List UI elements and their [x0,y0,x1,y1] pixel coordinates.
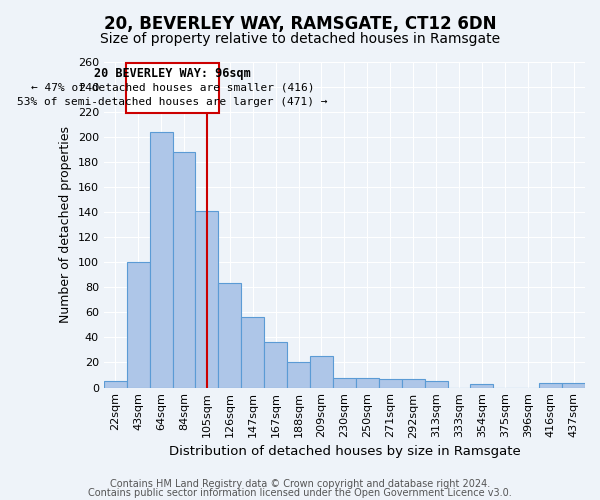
Bar [264,342,287,388]
Bar [333,378,356,388]
Text: Contains HM Land Registry data © Crown copyright and database right 2024.: Contains HM Land Registry data © Crown c… [110,479,490,489]
FancyBboxPatch shape [126,63,219,113]
Bar [218,284,241,388]
Text: Contains public sector information licensed under the Open Government Licence v3: Contains public sector information licen… [88,488,512,498]
Text: Size of property relative to detached houses in Ramsgate: Size of property relative to detached ho… [100,32,500,46]
Y-axis label: Number of detached properties: Number of detached properties [59,126,72,323]
Bar [425,382,448,388]
Bar [287,362,310,388]
Bar [149,132,173,388]
X-axis label: Distribution of detached houses by size in Ramsgate: Distribution of detached houses by size … [169,444,520,458]
Bar [401,379,425,388]
Bar [196,210,218,388]
Bar [173,152,196,388]
Bar [562,382,585,388]
Bar [310,356,333,388]
Bar [104,382,127,388]
Text: ← 47% of detached houses are smaller (416): ← 47% of detached houses are smaller (41… [31,83,314,93]
Text: 20 BEVERLEY WAY: 96sqm: 20 BEVERLEY WAY: 96sqm [94,68,251,80]
Bar [379,379,401,388]
Text: 20, BEVERLEY WAY, RAMSGATE, CT12 6DN: 20, BEVERLEY WAY, RAMSGATE, CT12 6DN [104,15,496,33]
Bar [127,262,149,388]
Bar [241,318,264,388]
Bar [356,378,379,388]
Text: 53% of semi-detached houses are larger (471) →: 53% of semi-detached houses are larger (… [17,97,328,107]
Bar [470,384,493,388]
Bar [539,382,562,388]
